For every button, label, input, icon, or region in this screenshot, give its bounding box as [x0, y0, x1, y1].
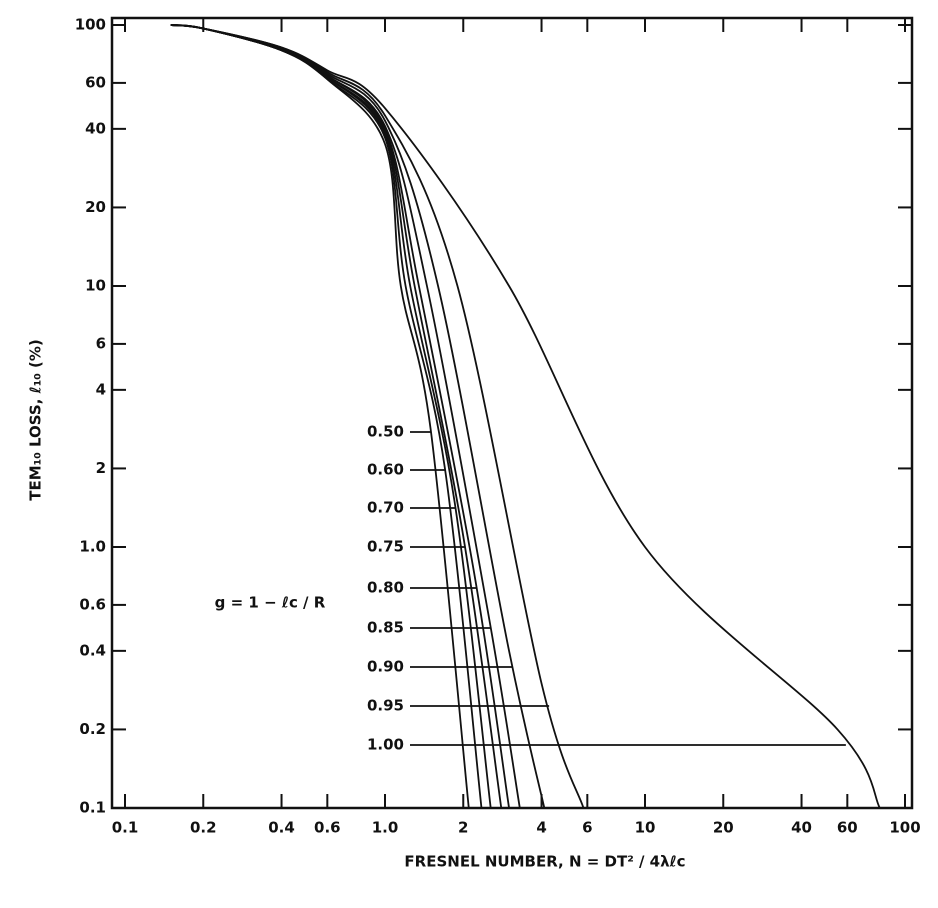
legend-label: 0.95	[367, 697, 404, 715]
y-tick-label: 60	[85, 73, 106, 91]
legend-label: 0.60	[367, 461, 404, 479]
y-tick-label: 0.6	[79, 595, 106, 613]
curve	[170, 24, 521, 809]
y-tick-label: 2	[96, 459, 106, 477]
curve	[170, 24, 470, 809]
curve	[170, 24, 483, 809]
y-tick-label: 0.4	[79, 641, 106, 659]
y-tick-label: 40	[85, 119, 106, 137]
y-tick-label: 100	[75, 16, 106, 34]
legend-label: 1.00	[367, 736, 404, 754]
y-tick-label: 10	[85, 277, 106, 295]
legend-label: 0.50	[367, 423, 404, 441]
x-tick-label: 1.0	[372, 819, 399, 837]
curve	[170, 24, 546, 809]
x-tick-label: 0.6	[314, 819, 341, 837]
curve	[170, 24, 585, 809]
x-tick-label: 0.4	[268, 819, 295, 837]
y-tick-label: 0.2	[79, 720, 106, 738]
y-tick-label: 0.1	[79, 799, 106, 817]
x-tick-label: 60	[837, 819, 858, 837]
legend-label: 0.90	[367, 658, 404, 676]
annotation: g = 1 − ℓc / R	[215, 594, 326, 612]
x-tick-label: 6	[582, 819, 592, 837]
plot-frame	[110, 16, 914, 810]
x-tick-label: 100	[889, 819, 920, 837]
x-tick-label: 4	[536, 819, 546, 837]
curve	[170, 24, 881, 809]
x-axis-label: FRESNEL NUMBER, N = DT² / 4λℓc	[404, 853, 685, 871]
curve	[170, 24, 492, 809]
y-tick-label: 20	[85, 198, 106, 216]
legend-label: 0.80	[367, 579, 404, 597]
y-tick-label: 6	[96, 334, 106, 352]
legend-label: 0.75	[367, 538, 404, 556]
legend-label: 0.70	[367, 499, 404, 517]
x-tick-label: 0.1	[112, 819, 139, 837]
y-tick-label: 4	[96, 380, 106, 398]
x-tick-label: 2	[458, 819, 468, 837]
x-tick-label: 20	[713, 819, 734, 837]
x-tick-label: 10	[635, 819, 656, 837]
legend-label: 0.85	[367, 619, 404, 637]
x-tick-label: 40	[791, 819, 812, 837]
y-axis-label: TEM₁₀ LOSS, ℓ₁₀ (%)	[27, 339, 45, 501]
x-tick-label: 0.2	[190, 819, 217, 837]
y-tick-label: 1.0	[79, 538, 106, 556]
